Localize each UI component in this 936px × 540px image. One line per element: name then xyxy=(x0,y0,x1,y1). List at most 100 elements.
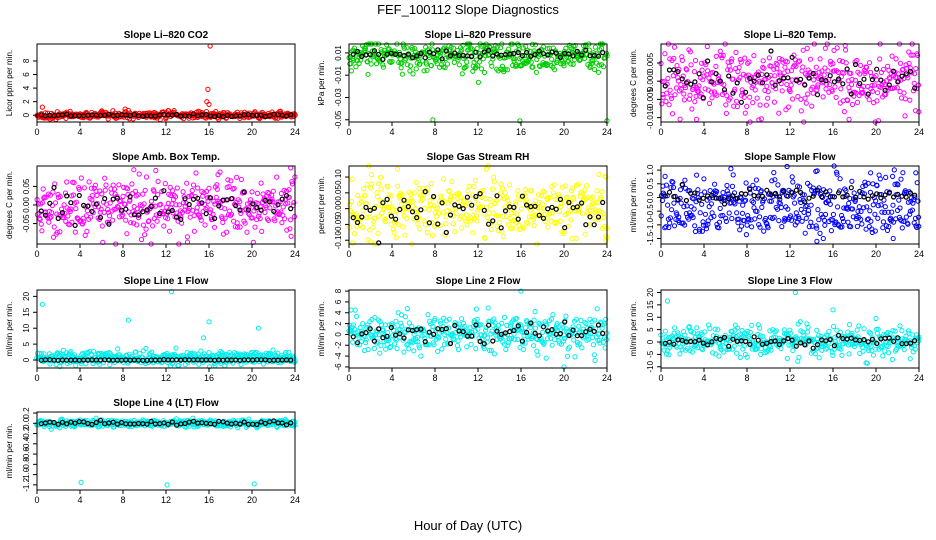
data-point xyxy=(457,216,463,222)
data-point xyxy=(62,210,68,216)
data-point xyxy=(388,221,394,227)
y-tick-label: 0.05 xyxy=(22,178,31,194)
x-tick-label: 8 xyxy=(744,249,749,259)
model-point xyxy=(532,51,538,58)
data-point xyxy=(488,226,494,233)
data-point xyxy=(820,94,826,100)
data-point xyxy=(475,63,481,69)
data-point xyxy=(662,51,668,57)
model-point xyxy=(704,58,711,64)
outlier-point xyxy=(517,118,523,124)
data-point xyxy=(155,192,161,198)
data-point xyxy=(481,69,488,76)
data-point xyxy=(490,56,496,62)
data-point xyxy=(38,221,44,227)
data-point xyxy=(807,69,813,76)
data-point xyxy=(65,213,71,219)
data-point xyxy=(213,109,219,115)
data-point xyxy=(224,229,230,235)
model-point xyxy=(882,87,888,93)
data-point xyxy=(88,185,95,191)
data-point xyxy=(279,220,285,226)
data-point xyxy=(490,210,496,216)
data-point xyxy=(286,187,292,193)
data-point xyxy=(388,193,394,199)
model-point xyxy=(414,53,420,59)
data-point xyxy=(400,224,406,230)
y-axis-label: ml/min per min. xyxy=(317,302,326,357)
data-point xyxy=(222,206,228,212)
model-point xyxy=(536,48,542,54)
data-point xyxy=(708,89,715,95)
data-point xyxy=(201,190,207,196)
data-point xyxy=(217,169,223,175)
data-point xyxy=(284,227,290,233)
data-point xyxy=(736,64,742,71)
model-point xyxy=(810,70,816,77)
data-point xyxy=(682,84,689,91)
model-point xyxy=(186,201,192,208)
data-point xyxy=(120,212,126,218)
data-point xyxy=(675,75,681,81)
data-point xyxy=(172,194,179,200)
data-point xyxy=(728,58,734,65)
data-point xyxy=(118,197,124,203)
model-point xyxy=(578,52,585,58)
model-point xyxy=(435,47,441,53)
model-point xyxy=(452,50,458,56)
data-point xyxy=(228,178,234,184)
data-point xyxy=(394,183,401,189)
data-point xyxy=(908,52,914,58)
data-point xyxy=(288,217,294,223)
y-tick-label: 20 xyxy=(646,287,655,296)
data-point xyxy=(438,195,445,201)
data-point xyxy=(738,59,744,65)
model-point xyxy=(350,51,356,57)
data-point xyxy=(803,100,809,106)
data-point xyxy=(681,91,687,97)
data-point xyxy=(440,176,446,182)
data-point xyxy=(95,215,101,221)
x-tick-label: 4 xyxy=(701,249,706,259)
data-point xyxy=(262,209,268,215)
data-point xyxy=(815,82,821,88)
model-point xyxy=(515,49,521,56)
data-point xyxy=(211,224,218,230)
y-tick-label: 0.01 xyxy=(334,45,343,61)
model-points xyxy=(38,111,294,120)
data-point xyxy=(197,214,203,220)
model-point xyxy=(895,79,901,85)
model-point xyxy=(477,54,483,60)
data-point xyxy=(512,56,518,62)
model-point xyxy=(165,209,171,215)
data-point xyxy=(463,212,470,218)
model-point xyxy=(700,95,706,101)
data-point xyxy=(173,202,179,208)
data-point xyxy=(746,59,752,65)
panel-title: Slope Gas Stream RH xyxy=(427,152,530,163)
data-point xyxy=(109,190,115,196)
data-point xyxy=(380,64,386,70)
data-point xyxy=(202,222,208,228)
data-point xyxy=(810,90,816,96)
data-point xyxy=(902,96,909,102)
data-point xyxy=(471,183,477,190)
y-tick-label: 0 xyxy=(334,332,343,337)
data-point xyxy=(870,88,876,94)
data-point xyxy=(456,62,462,68)
x-tick-label: 16 xyxy=(828,127,838,137)
y-tick-label: 10 xyxy=(22,323,31,332)
data-point xyxy=(52,200,59,206)
data-point xyxy=(398,65,404,71)
data-point xyxy=(570,61,576,67)
data-point xyxy=(790,96,796,102)
data-point xyxy=(490,186,496,192)
data-point xyxy=(399,60,405,66)
x-tick-label: 20 xyxy=(559,373,569,383)
data-point xyxy=(435,205,441,211)
data-point xyxy=(402,232,408,238)
model-point xyxy=(267,113,273,119)
data-point xyxy=(499,63,505,69)
